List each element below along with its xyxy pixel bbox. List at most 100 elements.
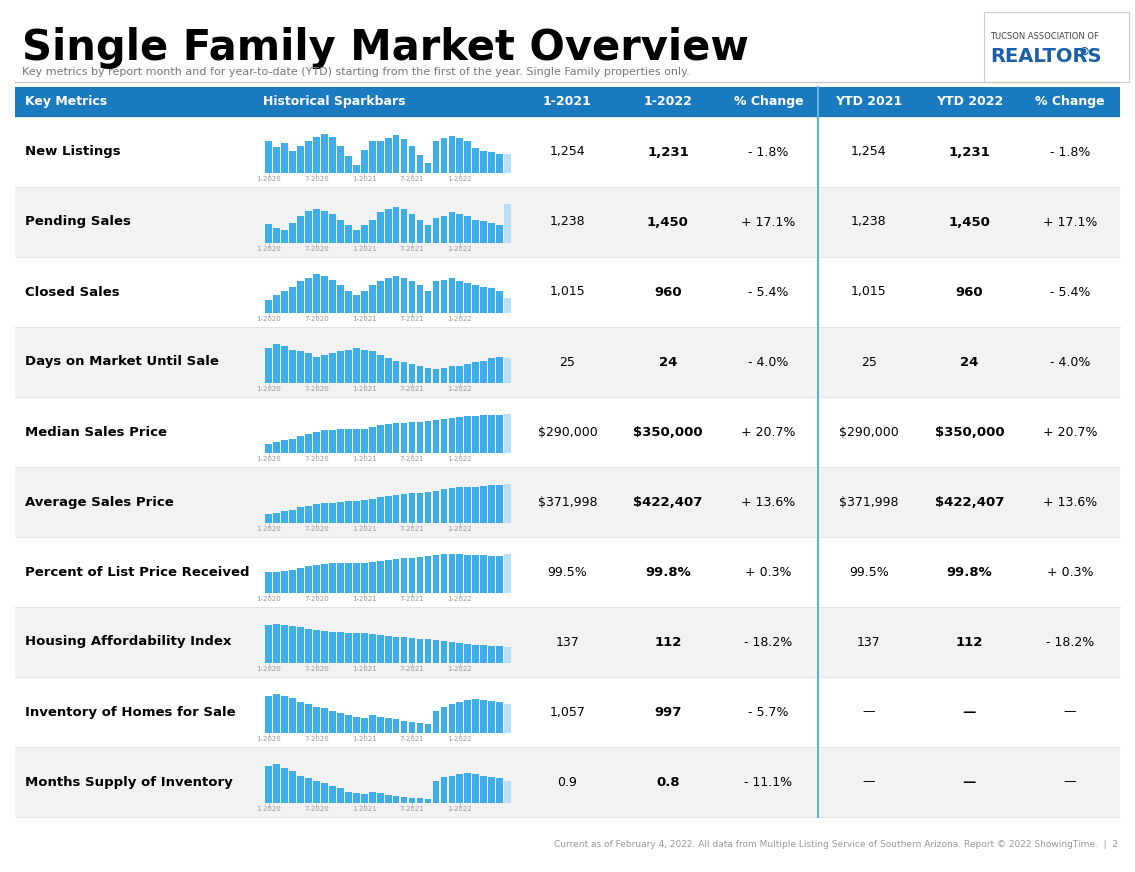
Bar [289,626,296,663]
Text: $422,407: $422,407 [934,495,1004,508]
Bar [448,277,455,313]
Bar [417,285,423,313]
Bar [432,282,439,313]
Bar [432,555,439,593]
Bar [409,422,415,453]
Text: 1-2022: 1-2022 [447,386,472,392]
Bar [289,350,296,383]
Text: 7-2020: 7-2020 [304,317,329,322]
Bar [472,555,479,593]
Bar [337,562,344,593]
Text: 1,238: 1,238 [549,215,586,228]
Bar [297,216,304,243]
Bar [321,355,328,383]
Bar [456,774,463,803]
Bar [329,502,336,523]
Bar [440,642,447,663]
Bar [480,486,487,523]
Text: 1-2021: 1-2021 [352,456,377,462]
Text: 1,254: 1,254 [549,146,586,159]
Bar [345,225,352,243]
Bar [432,640,439,663]
Text: 1-2020: 1-2020 [257,317,281,322]
Bar [289,698,296,733]
Bar [377,497,384,523]
Bar [409,364,415,383]
Bar [456,487,463,523]
Bar [504,358,511,383]
Bar [464,644,471,663]
Bar [488,486,495,523]
Text: $290,000: $290,000 [839,426,899,439]
Bar [393,495,400,523]
Bar [353,429,360,453]
Text: 99.5%: 99.5% [547,566,588,578]
Text: 7-2021: 7-2021 [400,736,424,742]
Text: 1-2021: 1-2021 [352,176,377,182]
Text: 1-2021: 1-2021 [352,317,377,322]
Bar [321,783,328,803]
Bar [432,420,439,453]
Bar [464,416,471,453]
Text: 7-2021: 7-2021 [400,317,424,322]
Text: % Change: % Change [1035,96,1104,108]
Text: 1-2021: 1-2021 [352,386,377,392]
Bar [417,638,423,663]
Text: 1-2021: 1-2021 [352,526,377,532]
Bar [472,220,479,243]
Bar [266,766,272,803]
Bar [329,711,336,733]
Bar [432,711,439,733]
Bar [377,355,384,383]
Text: Closed Sales: Closed Sales [25,285,119,298]
Bar [297,569,304,593]
Text: + 17.1%: + 17.1% [741,215,796,228]
Bar [369,635,376,663]
Text: 137: 137 [556,636,579,649]
Bar [464,700,471,733]
Text: 7-2020: 7-2020 [304,456,329,462]
Bar [289,439,296,453]
Bar [480,415,487,453]
Bar [281,230,288,243]
Bar [345,715,352,733]
Text: 1-2022: 1-2022 [447,176,472,182]
Bar [448,554,455,593]
Bar [329,215,336,243]
Bar [504,484,511,523]
Bar [456,215,463,243]
Bar [329,631,336,663]
Bar [289,223,296,243]
Bar [305,629,312,663]
Bar [297,628,304,663]
Bar [472,699,479,733]
Text: 1-2020: 1-2020 [257,456,281,462]
Bar [281,512,288,523]
Bar [488,415,495,453]
Bar [401,558,407,593]
Text: + 20.7%: + 20.7% [1043,426,1098,439]
Text: Percent of List Price Received: Percent of List Price Received [25,566,250,578]
Bar [440,777,447,803]
Text: - 1.8%: - 1.8% [1050,146,1090,159]
Bar [448,418,455,453]
Bar [385,425,392,453]
Bar [424,163,431,173]
Bar [417,155,423,173]
Bar [448,705,455,733]
Text: 1,015: 1,015 [851,285,886,298]
Text: - 1.8%: - 1.8% [748,146,789,159]
Bar [353,230,360,243]
Text: + 17.1%: + 17.1% [1043,215,1096,228]
Bar [440,489,447,523]
Bar [289,152,296,173]
Bar [305,211,312,243]
Text: 25: 25 [560,356,575,369]
Bar [337,220,344,243]
Bar [440,138,447,173]
Text: ®: ® [1079,47,1090,57]
Bar [472,285,479,313]
FancyBboxPatch shape [15,257,1120,327]
Text: - 4.0%: - 4.0% [748,356,789,369]
Bar [297,776,304,803]
